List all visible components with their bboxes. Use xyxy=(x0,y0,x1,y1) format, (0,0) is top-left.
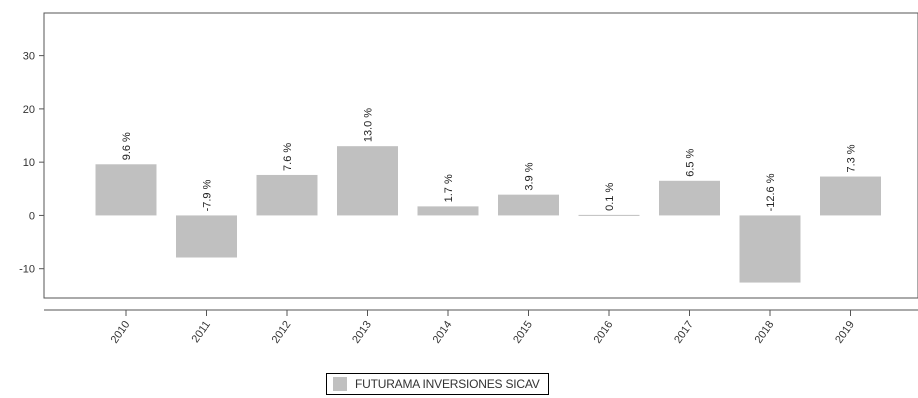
bar-2015 xyxy=(498,194,559,216)
y-tick-label: 10 xyxy=(23,157,35,169)
y-tick-label: -10 xyxy=(19,264,35,276)
x-tick-label-2016: 2016 xyxy=(592,319,616,346)
data-label-2018: -12.6 % xyxy=(765,173,777,211)
x-tick-label-2013: 2013 xyxy=(350,319,374,346)
legend: FUTURAMA INVERSIONES SICAV xyxy=(326,373,549,395)
x-tick-label-2012: 2012 xyxy=(270,319,294,346)
data-label-2013: 13.0 % xyxy=(363,108,375,142)
data-label-2019: 7.3 % xyxy=(846,144,858,172)
y-axis-ticks: -10 0 10 20 30 xyxy=(19,51,44,276)
bar-2016 xyxy=(578,214,640,216)
bar-2017 xyxy=(659,180,720,216)
data-label-2015: 3.9 % xyxy=(524,162,536,190)
bar-2019 xyxy=(820,176,881,216)
data-label-2014: 1.7 % xyxy=(443,174,455,202)
data-label-2012: 7.6 % xyxy=(282,143,294,171)
bar-2010 xyxy=(95,164,157,216)
x-tick-label-2017: 2017 xyxy=(672,319,696,346)
x-tick-label-2018: 2018 xyxy=(753,319,777,346)
data-label-2010: 9.6 % xyxy=(121,132,133,160)
x-axis-ticks: 2010 2011 2012 2013 2014 2015 2016 2017 2018 2019 xyxy=(109,310,857,346)
data-labels: 9.6 % -7.9 % 7.6 % 13.0 % 1.7 % 3.9 % 0.1 % 6.5… xyxy=(121,108,858,212)
y-tick-label: 30 xyxy=(23,51,35,63)
bar-2018 xyxy=(739,215,801,283)
data-label-2017: 6.5 % xyxy=(685,148,697,176)
x-tick-label-2019: 2019 xyxy=(833,319,857,346)
y-tick-label: 0 xyxy=(29,210,35,222)
bar-2013 xyxy=(337,146,398,216)
data-label-2011: -7.9 % xyxy=(202,179,214,211)
legend-swatch xyxy=(333,377,347,391)
x-tick-label-2010: 2010 xyxy=(109,319,133,346)
bar-2011 xyxy=(176,215,237,258)
x-tick-label-2015: 2015 xyxy=(511,319,535,346)
bar-2012 xyxy=(256,174,318,216)
x-tick-label-2014: 2014 xyxy=(431,319,455,346)
bars xyxy=(95,146,881,283)
data-label-2016: 0.1 % xyxy=(604,183,616,211)
x-tick-label-2011: 2011 xyxy=(190,319,213,345)
bar-2014 xyxy=(417,206,479,216)
legend-label: FUTURAMA INVERSIONES SICAV xyxy=(355,377,540,391)
y-tick-label: 20 xyxy=(23,104,35,116)
